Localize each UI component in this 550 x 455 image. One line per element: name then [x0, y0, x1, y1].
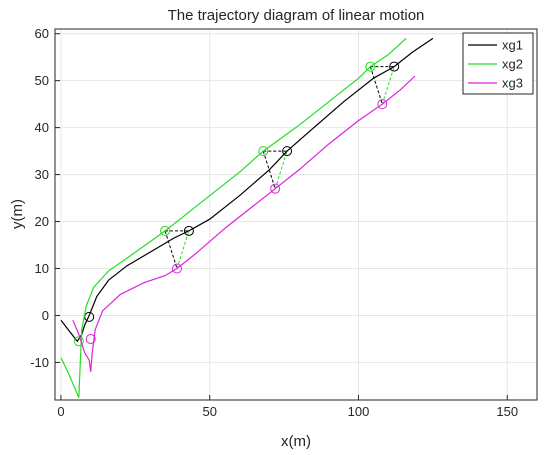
marker-xg3 [377, 99, 388, 110]
x-tick-label: 0 [57, 404, 64, 419]
plot-frame [54, 28, 538, 401]
marker-xg1 [282, 146, 293, 157]
grid [55, 29, 537, 400]
y-tick-label: -10 [30, 355, 49, 370]
y-tick-label: 40 [35, 120, 49, 135]
legend: xg1 xg2 xg3 [462, 32, 534, 95]
y-tick-label: 0 [42, 308, 49, 323]
y-tick-label: 30 [35, 167, 49, 182]
x-tick-label: 150 [496, 404, 518, 419]
connector-line [164, 230, 178, 269]
series-layer [60, 37, 434, 398]
y-tick-label: 50 [35, 73, 49, 88]
y-tick-label: 60 [35, 26, 49, 41]
y-tick-label: 10 [35, 261, 49, 276]
legend-label-xg1: xg1 [502, 38, 523, 53]
legend-label-xg3: xg3 [502, 76, 523, 91]
marker-xg2 [160, 225, 171, 236]
y-axis-label: y(m) [9, 199, 26, 229]
marker-xg2 [365, 61, 376, 72]
connector-line [176, 230, 190, 269]
legend-label-xg2: xg2 [502, 57, 523, 72]
connector-line [274, 150, 288, 189]
y-tick-label: 20 [35, 214, 49, 229]
chart-title: The trajectory diagram of linear motion [168, 7, 425, 24]
marker-xg1 [183, 225, 194, 236]
marker-xg3 [270, 183, 281, 194]
marker-xg2 [73, 336, 84, 347]
x-tick-label: 50 [202, 404, 216, 419]
marker-xg3 [171, 263, 182, 274]
connector-line [381, 66, 395, 105]
marker-xg1 [389, 61, 400, 72]
series-line-xg1 [60, 37, 434, 343]
connector-line [262, 150, 276, 189]
marker-xg2 [258, 146, 269, 157]
axis-ticks: 0 50 100 150 -10 0 10 20 30 40 50 60 [30, 26, 518, 419]
series-line-xg3 [72, 75, 416, 372]
x-axis-label: x(m) [281, 433, 311, 450]
marker-xg3 [85, 333, 96, 344]
x-tick-label: 100 [348, 404, 370, 419]
connector-line [369, 66, 383, 105]
series-line-xg2 [60, 37, 407, 398]
